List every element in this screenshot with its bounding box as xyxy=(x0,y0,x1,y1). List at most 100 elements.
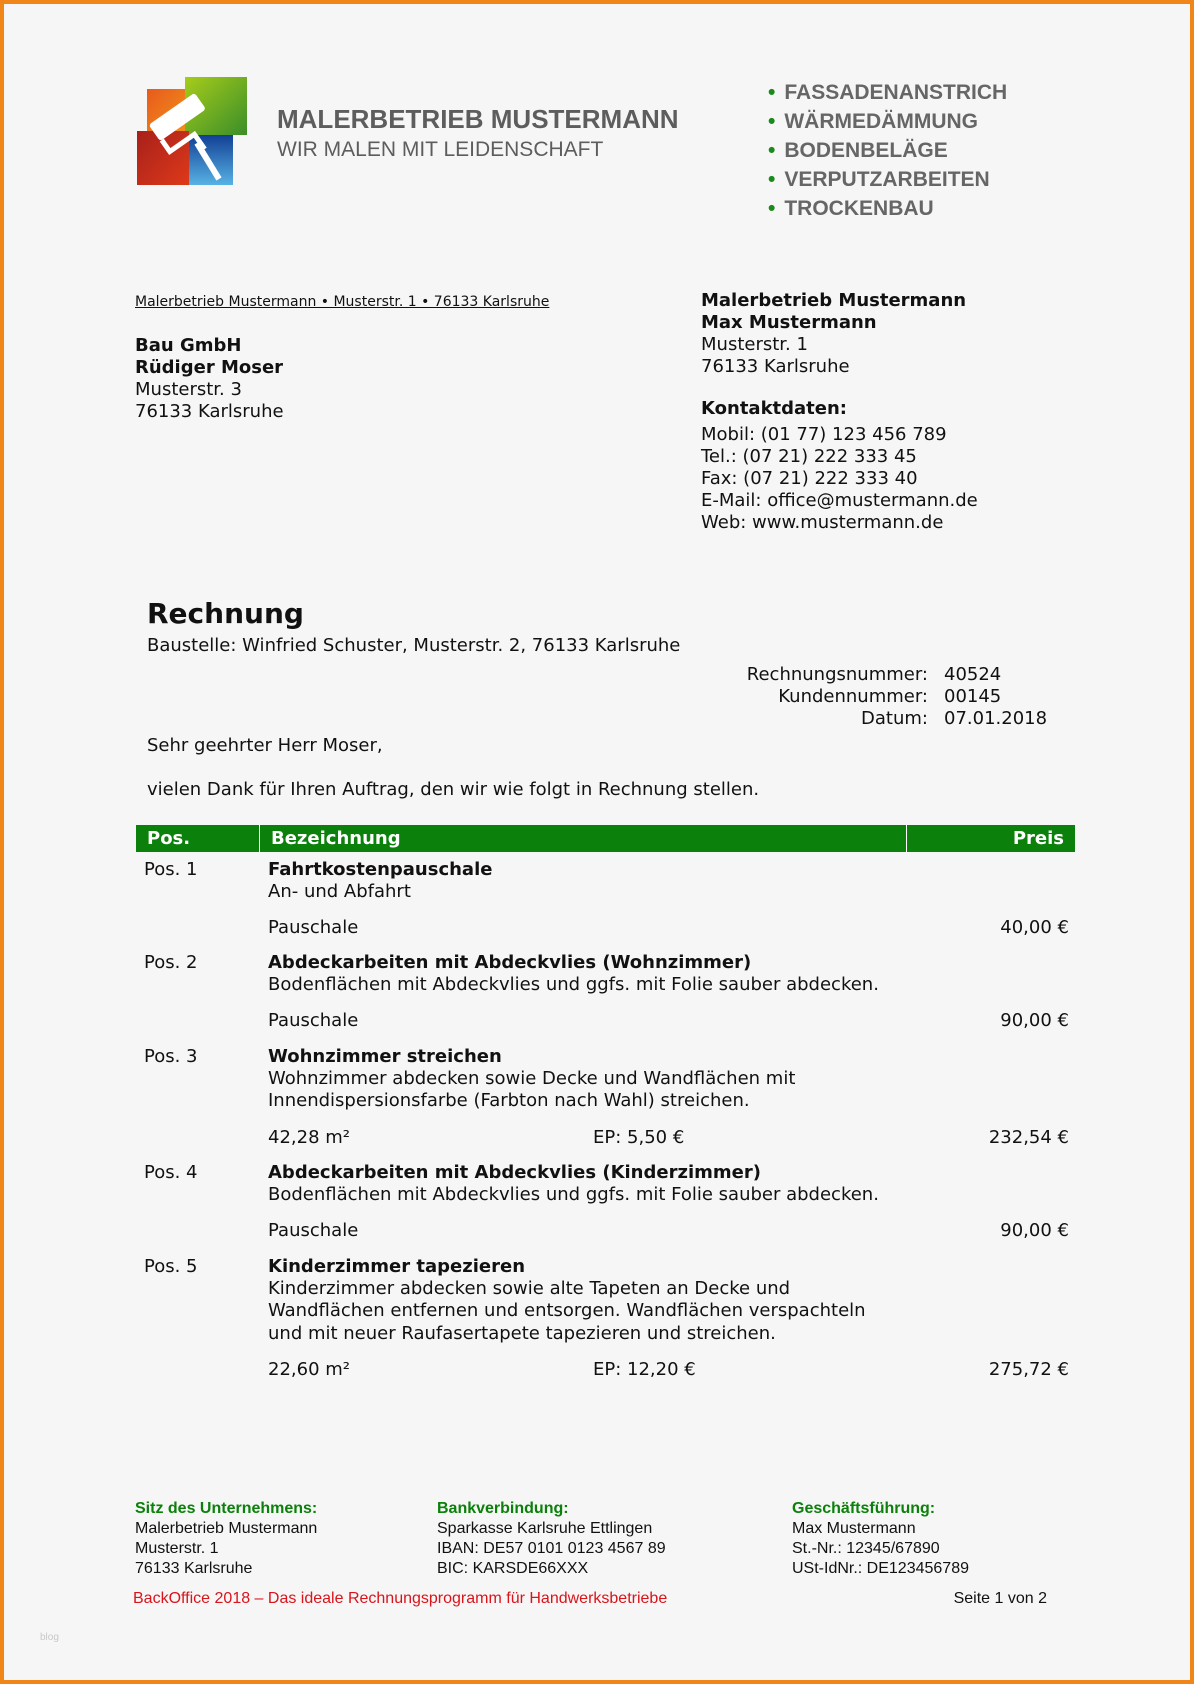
row-title: Kinderzimmer tapezieren xyxy=(268,1256,526,1277)
row-description: und mit neuer Raufasertapete tapezieren … xyxy=(268,1322,776,1344)
contact-line: Mobil: (01 77) 123 456 789 xyxy=(701,424,947,445)
footer-column: Bankverbindung: Sparkasse Karlsruhe Ettli… xyxy=(437,1499,666,1579)
meta-value: 00145 xyxy=(944,686,1002,707)
bullet-icon: • xyxy=(768,168,776,191)
promo-text: BackOffice 2018 – Das ideale Rechnungspr… xyxy=(133,1590,668,1607)
service-item: • VERPUTZARBEITEN xyxy=(768,165,1007,194)
row-title: Wohnzimmer streichen xyxy=(268,1046,502,1067)
recipient-street: Musterstr. 3 xyxy=(135,379,242,400)
row-price: 90,00 € xyxy=(1000,1010,1069,1032)
row-title: Abdeckarbeiten mit Abdeckvlies (Kinderzi… xyxy=(268,1162,761,1183)
bullet-icon: • xyxy=(768,139,776,162)
footer-line: IBAN: DE57 0101 0123 4567 89 xyxy=(437,1540,666,1557)
column-divider xyxy=(906,825,907,852)
footer-heading: Sitz des Unternehmens: xyxy=(135,1500,318,1517)
header-pos: Pos. xyxy=(147,828,191,849)
footer-line: Sparkasse Karlsruhe Ettlingen xyxy=(437,1520,653,1537)
row-unit-price: EP: 12,20 € xyxy=(593,1358,696,1380)
footer-line: Musterstr. 1 xyxy=(135,1540,219,1557)
service-label: WÄRMEDÄMMUNG xyxy=(784,110,978,133)
meta-label: Datum: xyxy=(861,708,928,729)
footer-line: 76133 Karlsruhe xyxy=(135,1560,253,1577)
service-label: VERPUTZARBEITEN xyxy=(784,168,990,191)
meta-value: 07.01.2018 xyxy=(944,708,1048,729)
page-number: Seite 1 von 2 xyxy=(953,1590,1047,1607)
row-description: Bodenflächen mit Abdeckvlies und ggfs. m… xyxy=(268,974,879,995)
sender-company: Malerbetrieb Mustermann xyxy=(701,290,967,311)
recipient-city: 76133 Karlsruhe xyxy=(135,401,284,422)
row-price: 275,72 € xyxy=(988,1358,1069,1380)
contact-heading: Kontaktdaten: xyxy=(701,398,847,419)
recipient-company: Bau GmbH xyxy=(135,335,242,356)
service-item: • FASSADENANSTRICH xyxy=(768,78,1007,107)
meta-value: 40524 xyxy=(944,664,1002,685)
sender-return-line: Malerbetrieb Mustermann • Musterstr. 1 •… xyxy=(135,294,550,310)
sender-person: Max Mustermann xyxy=(701,312,877,333)
recipient-address: Bau GmbH Rüdiger Moser Musterstr. 3 7613… xyxy=(135,335,284,423)
intro-text: vielen Dank für Ihren Auftrag, den wir w… xyxy=(147,779,760,800)
bullet-icon: • xyxy=(768,197,776,220)
meta-label: Kundennummer: xyxy=(778,686,928,707)
row-quantity: Pauschale xyxy=(268,1220,359,1242)
service-label: FASSADENANSTRICH xyxy=(784,81,1008,104)
row-description: Kinderzimmer abdecken sowie alte Tapeten… xyxy=(268,1278,791,1299)
service-item: • BODENBELÄGE xyxy=(768,136,1007,165)
header-description: Bezeichnung xyxy=(271,828,401,849)
row-position: Pos. 4 xyxy=(144,1162,198,1183)
row-price: 40,00 € xyxy=(1000,917,1069,939)
row-position: Pos. 3 xyxy=(144,1046,198,1067)
contact-line: Web: www.mustermann.de xyxy=(701,512,944,533)
service-label: TROCKENBAU xyxy=(784,197,934,220)
service-item: • WÄRMEDÄMMUNG xyxy=(768,107,1007,136)
row-price: 232,54 € xyxy=(988,1126,1069,1148)
company-logo-paint-roller-icon xyxy=(137,77,247,185)
recipient-person: Rüdiger Moser xyxy=(135,357,284,378)
contact-line: E-Mail: office@mustermann.de xyxy=(701,490,978,511)
row-position: Pos. 5 xyxy=(144,1256,198,1277)
footer-heading: Geschäftsführung: xyxy=(792,1500,936,1517)
footer-heading: Bankverbindung: xyxy=(437,1500,569,1517)
row-price: 90,00 € xyxy=(1000,1220,1069,1242)
company-name: MALERBETRIEB MUSTERMANN xyxy=(277,104,679,134)
bullet-icon: • xyxy=(768,110,776,133)
service-item: • TROCKENBAU xyxy=(768,194,1007,223)
salutation: Sehr geehrter Herr Moser, xyxy=(147,735,383,756)
row-quantity: Pauschale xyxy=(268,1010,359,1032)
watermark: blog xyxy=(40,1632,59,1643)
invoice-title: Rechnung xyxy=(147,597,304,630)
construction-site: Baustelle: Winfried Schuster, Musterstr.… xyxy=(147,635,681,656)
service-label: BODENBELÄGE xyxy=(784,139,948,162)
footer-line: Max Mustermann xyxy=(792,1520,916,1537)
sender-street: Musterstr. 1 xyxy=(701,334,808,355)
footer-line: BIC: KARSDE66XXX xyxy=(437,1560,589,1577)
footer-line: St.-Nr.: 12345/67890 xyxy=(792,1540,940,1557)
row-title: Abdeckarbeiten mit Abdeckvlies (Wohnzimm… xyxy=(268,952,752,973)
row-description: Bodenflächen mit Abdeckvlies und ggfs. m… xyxy=(268,1184,879,1205)
row-position: Pos. 2 xyxy=(144,952,198,973)
column-divider xyxy=(259,825,260,852)
footer-column: Sitz des Unternehmens: Malerbetrieb Muste… xyxy=(135,1499,317,1579)
table-header: Pos. Bezeichnung Preis xyxy=(136,825,1075,852)
meta-label: Rechnungsnummer: xyxy=(746,664,928,685)
services-list: • FASSADENANSTRICH • WÄRMEDÄMMUNG • BODENBELÄ… xyxy=(768,78,1007,223)
row-position: Pos. 1 xyxy=(144,859,198,880)
footer-line: USt-IdNr.: DE123456789 xyxy=(792,1560,969,1577)
row-unit-price: EP: 5,50 € xyxy=(593,1126,685,1148)
sender-address: Malerbetrieb Mustermann Max Mustermann M… xyxy=(701,290,966,378)
footer-line: Malerbetrieb Mustermann xyxy=(135,1520,318,1537)
row-title: Fahrtkostenpauschale xyxy=(268,859,493,880)
company-slogan: WIR MALEN MIT LEIDENSCHAFT xyxy=(277,138,604,161)
bullet-icon: • xyxy=(768,81,776,104)
row-description: Innendispersionsfarbe (Farbton nach Wahl… xyxy=(268,1090,750,1112)
row-description: An- und Abfahrt xyxy=(268,881,411,902)
contact-line: Fax: (07 21) 222 333 40 xyxy=(701,468,918,489)
row-description: Wohnzimmer abdecken sowie Decke und Wand… xyxy=(268,1068,796,1089)
footer-column: Geschäftsführung: Max Mustermann St.-Nr.: … xyxy=(792,1499,969,1579)
sender-city: 76133 Karlsruhe xyxy=(701,356,850,377)
row-quantity: Pauschale xyxy=(268,917,359,939)
row-quantity: 22,60 m² xyxy=(268,1358,351,1380)
row-description: Wandflächen entfernen und entsorgen. Wan… xyxy=(268,1300,866,1322)
row-quantity: 42,28 m² xyxy=(268,1126,351,1148)
contact-line: Tel.: (07 21) 222 333 45 xyxy=(701,446,917,467)
